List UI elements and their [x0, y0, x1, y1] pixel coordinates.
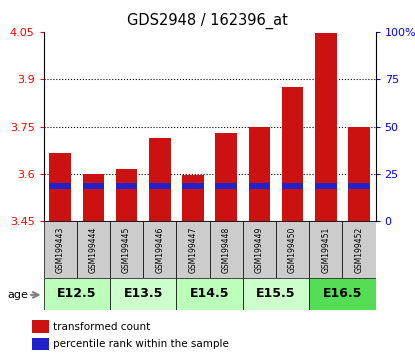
- Bar: [83, 183, 104, 189]
- Bar: [83, 174, 104, 221]
- Text: age: age: [7, 290, 28, 300]
- Text: E14.5: E14.5: [190, 287, 229, 300]
- Bar: [32, 338, 49, 350]
- Bar: [182, 176, 204, 221]
- Text: E15.5: E15.5: [256, 287, 296, 300]
- Bar: [44, 221, 77, 278]
- Bar: [249, 127, 270, 221]
- Bar: [176, 221, 210, 278]
- Bar: [276, 221, 309, 278]
- Bar: [32, 320, 49, 333]
- Text: percentile rank within the sample: percentile rank within the sample: [53, 339, 229, 349]
- Text: GSM199448: GSM199448: [222, 227, 231, 273]
- Text: E16.5: E16.5: [323, 287, 362, 300]
- Bar: [215, 133, 237, 221]
- Bar: [77, 221, 110, 278]
- Bar: [149, 138, 171, 221]
- Text: GSM199443: GSM199443: [56, 226, 65, 273]
- Text: GDS2948 / 162396_at: GDS2948 / 162396_at: [127, 12, 288, 29]
- Bar: [49, 153, 71, 221]
- Text: GSM199449: GSM199449: [255, 226, 264, 273]
- Bar: [309, 221, 342, 278]
- Bar: [282, 87, 303, 221]
- Bar: [210, 221, 243, 278]
- Text: E13.5: E13.5: [124, 287, 163, 300]
- Bar: [243, 221, 276, 278]
- Bar: [44, 278, 110, 310]
- Bar: [143, 221, 176, 278]
- Text: GSM199447: GSM199447: [188, 226, 198, 273]
- Bar: [110, 278, 176, 310]
- Text: GSM199446: GSM199446: [155, 226, 164, 273]
- Bar: [110, 221, 143, 278]
- Bar: [49, 183, 71, 189]
- Bar: [116, 183, 137, 189]
- Bar: [342, 221, 376, 278]
- Text: E12.5: E12.5: [57, 287, 97, 300]
- Bar: [116, 169, 137, 221]
- Text: GSM199444: GSM199444: [89, 226, 98, 273]
- Text: GSM199450: GSM199450: [288, 226, 297, 273]
- Bar: [243, 278, 309, 310]
- Bar: [149, 183, 171, 189]
- Bar: [282, 183, 303, 189]
- Text: transformed count: transformed count: [53, 322, 150, 332]
- Bar: [182, 183, 204, 189]
- Bar: [315, 33, 337, 221]
- Bar: [249, 183, 270, 189]
- Bar: [176, 278, 243, 310]
- Text: GSM199451: GSM199451: [321, 227, 330, 273]
- Bar: [315, 183, 337, 189]
- Text: GSM199452: GSM199452: [354, 227, 364, 273]
- Bar: [309, 278, 376, 310]
- Bar: [348, 183, 370, 189]
- Bar: [215, 183, 237, 189]
- Text: GSM199445: GSM199445: [122, 226, 131, 273]
- Bar: [348, 127, 370, 221]
